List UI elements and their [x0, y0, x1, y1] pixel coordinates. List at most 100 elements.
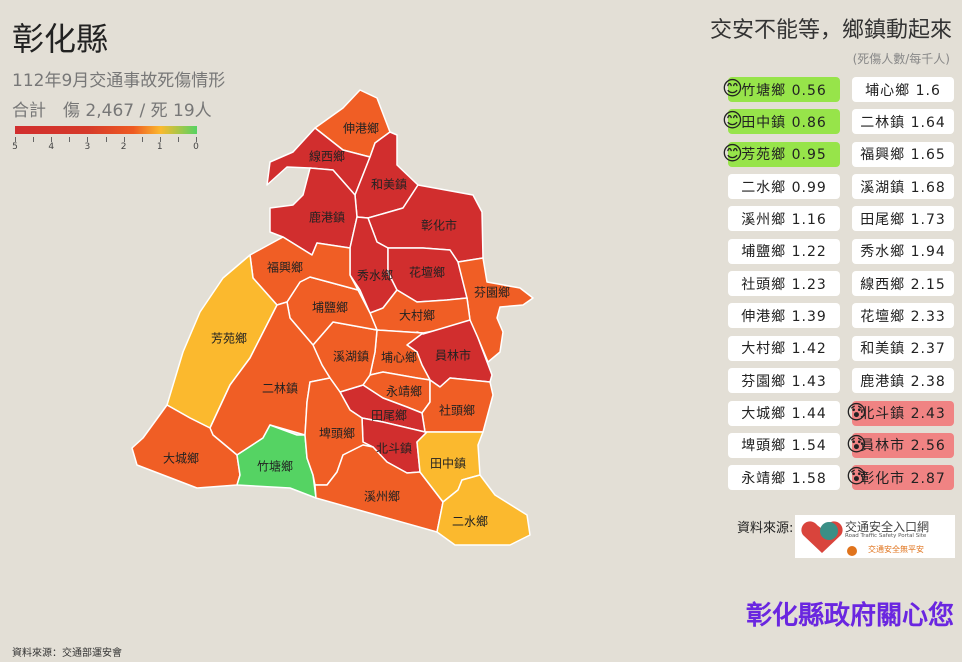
ranking-item-label: 田尾鄉 1.73 [860, 211, 946, 228]
ranking-item-label: 福興鄉 1.65 [860, 147, 946, 164]
road-safety-portal-logo[interactable]: 交通安全入口網 Road Traffic Safety Portal Site … [795, 515, 955, 558]
legend-tick [159, 137, 161, 142]
legend-tick [177, 137, 179, 142]
ranking-item-label: 伸港鄉 1.39 [741, 308, 827, 325]
region-label-dacun: 大村鄉 [399, 309, 435, 323]
slogan: 彰化縣政府關心您 [745, 601, 954, 631]
region-label-changhua: 彰化市 [421, 218, 457, 233]
ranking-item: 😊 田中鎮 0.86 [722, 108, 840, 135]
smiling-face-icon: 😊 [722, 76, 744, 100]
ranking-item: 溪州鄉 1.16 [728, 206, 840, 232]
region-label-ershui: 二水鄉 [452, 515, 488, 529]
ranking-item: 田尾鄉 1.73 [852, 206, 954, 232]
region-label-puyan: 埔鹽鄉 [312, 300, 348, 315]
legend-tick-label: 2 [120, 142, 127, 152]
color-legend-bar [15, 126, 197, 134]
ranking-item-label: 埔心鄉 1.6 [865, 82, 941, 99]
anxious-face-icon: 😰 [846, 464, 868, 489]
ranking-item-label: 二水鄉 0.99 [741, 179, 827, 196]
ranking-item-label: 埔鹽鄉 1.22 [741, 244, 827, 261]
ranking-item-label: 永靖鄉 1.58 [741, 470, 827, 487]
ranking-item: 和美鎮 2.37 [852, 335, 954, 361]
region-label-zhutang: 竹塘鄉 [257, 459, 293, 474]
ranking-item: 😰 北斗鎮 2.43 [846, 400, 954, 426]
ranking-item: 二水鄉 0.99 [728, 174, 840, 200]
ranking-item: 埔心鄉 1.6 [852, 77, 954, 102]
ranking-item-label: 線西鄉 2.15 [860, 276, 946, 293]
ranking-title: 交安不能等，鄉鎮動起來 [709, 18, 952, 43]
region-label-shetou: 社頭鄉 [439, 403, 475, 418]
ranking-item: 溪湖鎮 1.68 [852, 174, 954, 200]
legend-tick [196, 137, 197, 142]
ranking-item: 社頭鄉 1.23 [728, 271, 840, 297]
ranking-item-label: 鹿港鎮 2.38 [860, 373, 946, 390]
ranking-item-label: 埤頭鄉 1.54 [741, 438, 827, 455]
region-label-xihu: 溪湖鎮 [333, 349, 369, 364]
ranking-item-label: 芬園鄉 1.43 [741, 373, 827, 390]
legend-tick [33, 137, 35, 142]
region-label-shengang: 伸港鄉 [343, 122, 379, 136]
region-label-erlin: 二林鎮 [262, 381, 298, 396]
region-label-xizhou: 溪州鄉 [364, 490, 400, 504]
footer-source: 資料來源：交通部運安會 [12, 648, 122, 659]
region-label-fenyuan: 芬園鄉 [474, 286, 510, 300]
ranking-item-label: 北斗鎮 2.43 [860, 406, 946, 422]
region-label-fangyuan: 芳苑鄉 [211, 332, 247, 346]
anxious-face-icon: 😰 [846, 399, 868, 424]
ranking-item: 二林鎮 1.64 [852, 109, 954, 135]
ranking-item: 線西鄉 2.15 [852, 271, 954, 297]
ranking-item-label: 溪湖鎮 1.68 [860, 179, 946, 196]
ranking-item-label: 芳苑鄉 0.95 [741, 147, 827, 164]
totals-text: 合計 傷 2,467 / 死 19人 [12, 101, 212, 121]
ranking-item: 埤頭鄉 1.54 [728, 432, 840, 458]
ranking-item: 大城鄉 1.44 [728, 400, 840, 426]
region-label-dacheng: 大城鄉 [163, 452, 199, 466]
ranking-item: 😰 彰化市 2.87 [846, 464, 954, 491]
region-label-tianwei: 田尾鄉 [371, 409, 407, 423]
ranking-item-label: 彰化市 2.87 [860, 470, 946, 487]
logo-tagline: 交通安全無平安 [868, 545, 924, 554]
legend-tick-label: 3 [84, 142, 91, 152]
legend-tick [141, 137, 143, 142]
legend-tick [51, 137, 53, 142]
ranking-item-label: 田中鎮 0.86 [741, 114, 827, 131]
ranking-item-label: 二林鎮 1.64 [860, 114, 946, 131]
ranking-item: 😊 竹塘鄉 0.56 [722, 76, 840, 102]
ranking-item-label: 員林市 2.56 [860, 438, 946, 455]
ranking-item-label: 大城鄉 1.44 [741, 406, 827, 422]
anxious-face-icon: 😰 [846, 431, 868, 456]
region-ershui[interactable] [436, 474, 531, 546]
legend-tick [87, 137, 89, 142]
legend-tick [123, 137, 125, 142]
legend-tick-label: 0 [193, 142, 199, 152]
page-subtitle: 112年9月交通事故死傷情形 [12, 71, 226, 91]
region-label-lukang: 鹿港鎮 [309, 210, 345, 225]
logo-title: 交通安全入口網 [845, 520, 930, 534]
page-title: 彰化縣 [12, 20, 109, 58]
ranking-item-label: 和美鎮 2.37 [860, 341, 946, 358]
legend-tick-label: 1 [156, 142, 163, 152]
region-label-xianxi: 線西鄉 [309, 149, 345, 164]
region-label-yuanlin: 員林市 [435, 348, 471, 363]
legend-tick [105, 137, 107, 142]
ranking-item: 芬園鄉 1.43 [728, 368, 840, 394]
legend-tick-label: 4 [48, 142, 55, 152]
region-label-yongjing: 永靖鄉 [386, 385, 422, 399]
region-label-beidou: 北斗鎮 [376, 441, 412, 456]
region-label-hemei: 和美鎮 [371, 177, 407, 192]
ranking-item: 永靖鄉 1.58 [728, 465, 840, 491]
region-label-tianzhong: 田中鎮 [430, 456, 466, 471]
region-label-huatan: 花壇鄉 [409, 265, 445, 280]
legend-tick [69, 137, 71, 142]
ranking-item: 大村鄉 1.42 [728, 335, 840, 361]
ranking-item: 😰 員林市 2.56 [846, 432, 954, 458]
ranking-item: 😊 芳苑鄉 0.95 [722, 141, 840, 167]
ranking-item: 福興鄉 1.65 [852, 141, 954, 167]
ranking-item-label: 溪州鄉 1.16 [741, 211, 827, 228]
ranking-item-label: 花壇鄉 2.33 [860, 308, 946, 325]
ranking-item-label: 秀水鄉 1.94 [860, 244, 946, 261]
region-label-pitou: 埤頭鄉 [319, 427, 355, 441]
source-label: 資料來源: [737, 521, 794, 536]
ranking-item: 伸港鄉 1.39 [728, 303, 840, 329]
